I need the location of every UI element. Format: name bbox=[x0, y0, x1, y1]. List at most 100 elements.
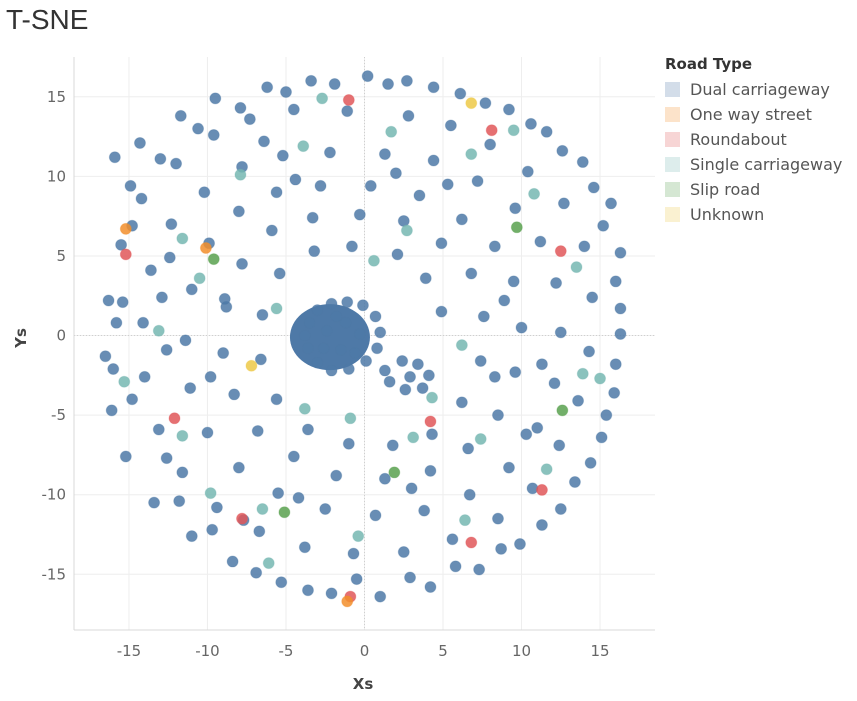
data-point bbox=[278, 506, 291, 519]
data-point bbox=[418, 504, 431, 517]
data-point bbox=[298, 541, 311, 554]
data-point bbox=[389, 167, 402, 180]
data-point bbox=[404, 571, 417, 584]
data-point bbox=[502, 103, 515, 116]
data-point bbox=[184, 382, 197, 395]
x-tick-label: -5 bbox=[279, 642, 294, 660]
data-point bbox=[528, 187, 541, 200]
data-point bbox=[597, 219, 610, 232]
data-point bbox=[253, 525, 266, 538]
data-point bbox=[386, 439, 399, 452]
data-point bbox=[232, 461, 245, 474]
data-point bbox=[287, 103, 300, 116]
data-point bbox=[449, 560, 462, 573]
data-point bbox=[341, 296, 354, 309]
legend-swatch bbox=[665, 82, 680, 97]
data-point bbox=[587, 181, 600, 194]
legend-swatch bbox=[665, 107, 680, 122]
data-point bbox=[553, 439, 566, 452]
data-point bbox=[367, 254, 380, 267]
legend-label: One way street bbox=[690, 105, 812, 124]
data-point bbox=[226, 555, 239, 568]
data-point bbox=[444, 119, 457, 132]
data-point bbox=[292, 491, 305, 504]
y-tick-label: 10 bbox=[47, 167, 66, 185]
legend-item: Dual carriageway bbox=[665, 77, 842, 102]
data-point bbox=[234, 101, 247, 114]
data-point bbox=[531, 421, 544, 434]
data-point bbox=[378, 148, 391, 161]
data-point bbox=[427, 81, 440, 94]
data-point bbox=[583, 345, 596, 358]
data-point bbox=[275, 576, 288, 589]
data-point bbox=[270, 393, 283, 406]
legend-label: Single carriageway bbox=[690, 155, 843, 174]
x-tick-label: -10 bbox=[195, 642, 220, 660]
legend-item: Unknown bbox=[665, 202, 842, 227]
legend-item: Roundabout bbox=[665, 127, 842, 152]
data-point bbox=[342, 437, 355, 450]
data-point bbox=[314, 179, 327, 192]
data-point bbox=[540, 125, 553, 138]
data-point bbox=[455, 396, 468, 409]
data-point bbox=[174, 109, 187, 122]
data-point bbox=[287, 450, 300, 463]
data-points bbox=[99, 70, 627, 608]
data-point bbox=[396, 355, 409, 368]
data-point bbox=[488, 370, 501, 383]
data-point bbox=[344, 412, 357, 425]
legend-title: Road Type bbox=[665, 55, 753, 73]
data-point bbox=[557, 197, 570, 210]
data-point bbox=[369, 509, 382, 522]
data-point bbox=[119, 450, 132, 463]
data-point bbox=[382, 78, 395, 91]
data-point bbox=[353, 327, 366, 340]
data-point bbox=[298, 402, 311, 415]
data-point bbox=[99, 350, 112, 363]
data-point bbox=[608, 386, 621, 399]
data-point bbox=[168, 412, 181, 425]
legend-swatch bbox=[665, 182, 680, 197]
data-point bbox=[435, 305, 448, 318]
data-point bbox=[361, 70, 374, 83]
data-point bbox=[185, 530, 198, 543]
data-point bbox=[513, 538, 526, 551]
data-point bbox=[455, 213, 468, 226]
data-point bbox=[107, 362, 120, 375]
data-point bbox=[206, 523, 219, 536]
data-point bbox=[502, 461, 515, 474]
data-point bbox=[325, 587, 338, 600]
data-point bbox=[397, 546, 410, 559]
data-point bbox=[399, 383, 412, 396]
data-point bbox=[137, 316, 150, 329]
data-point bbox=[570, 261, 583, 274]
data-point bbox=[556, 144, 569, 157]
y-tick-label: -5 bbox=[51, 406, 66, 424]
data-point bbox=[251, 425, 264, 438]
data-point bbox=[609, 275, 622, 288]
data-point bbox=[465, 267, 478, 280]
data-point bbox=[454, 87, 467, 100]
data-point bbox=[176, 232, 189, 245]
data-point bbox=[465, 536, 478, 549]
data-point bbox=[477, 310, 490, 323]
data-point bbox=[352, 530, 365, 543]
data-point bbox=[609, 358, 622, 371]
data-point bbox=[584, 456, 597, 469]
data-point bbox=[378, 364, 391, 377]
data-point bbox=[402, 109, 415, 122]
data-point bbox=[515, 321, 528, 334]
data-point bbox=[262, 557, 275, 570]
data-point bbox=[568, 475, 581, 488]
data-point bbox=[236, 512, 249, 525]
data-point bbox=[311, 356, 324, 369]
data-point bbox=[424, 581, 437, 594]
y-tick-label: 15 bbox=[47, 88, 66, 106]
data-point bbox=[163, 251, 176, 264]
data-point bbox=[586, 291, 599, 304]
data-point bbox=[256, 308, 269, 321]
data-point bbox=[265, 224, 278, 237]
y-tick-label: -15 bbox=[42, 565, 67, 583]
data-point bbox=[556, 404, 569, 417]
